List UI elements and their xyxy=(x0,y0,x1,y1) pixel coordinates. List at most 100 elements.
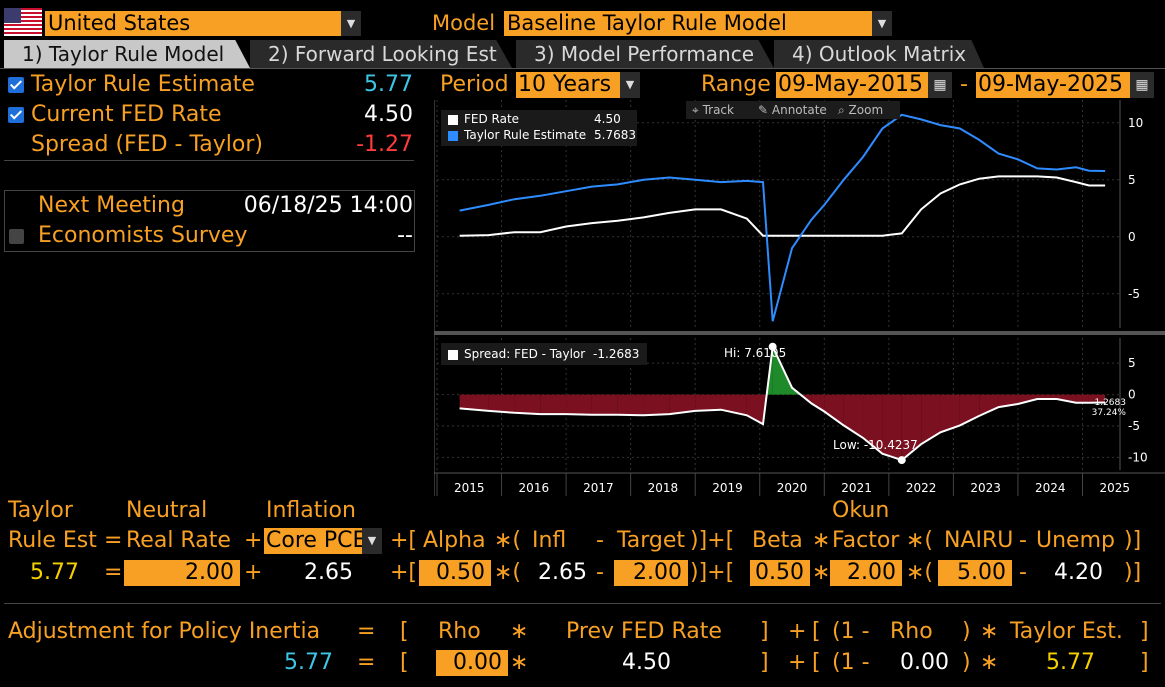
op-close-8: ] xyxy=(760,650,769,675)
lbl-rho: Rho xyxy=(438,619,481,644)
spread-area-segment xyxy=(643,394,670,416)
spread-area-segment xyxy=(843,394,864,438)
top-y-tick-label: -5 xyxy=(1128,287,1140,301)
lbl-beta: Beta xyxy=(752,528,803,553)
range-start-input[interactable]: 09-May-2015 xyxy=(776,72,928,98)
chart-panel xyxy=(434,100,1165,496)
next-meeting-label: Next Meeting xyxy=(38,193,185,218)
top-y-tick-label: 0 xyxy=(1128,230,1136,244)
zoom-button[interactable]: ⌕ Zoom xyxy=(838,103,884,117)
x-tick-label: 2016 xyxy=(519,481,550,495)
spread-area-segment xyxy=(695,394,722,411)
fed-rate-label: Current FED Rate xyxy=(31,102,222,127)
neutral-rate-input[interactable]: 2.00 xyxy=(124,560,240,586)
op-close-4: )] xyxy=(1124,560,1142,585)
tab-taylor-rule-model[interactable]: 1) Taylor Rule Model xyxy=(4,40,250,68)
x-tick-label: 2023 xyxy=(970,481,1001,495)
op-close-9: ) xyxy=(962,650,971,675)
x-tick-label: 2021 xyxy=(841,481,872,495)
op-equals-3: = xyxy=(357,619,376,644)
us-flag-icon xyxy=(4,8,42,36)
chart-splitter[interactable] xyxy=(434,331,1165,335)
top-y-tick-label: 5 xyxy=(1128,173,1136,187)
lbl-prev-fed: Prev FED Rate xyxy=(566,619,722,644)
inflation-measure-dropdown[interactable]: Core PCE xyxy=(264,528,362,554)
low-annotation: Low: -10.4237 xyxy=(833,438,918,452)
fed-rate-checkbox[interactable] xyxy=(8,107,24,123)
tab-outlook-matrix[interactable]: 4) Outlook Matrix xyxy=(774,40,984,68)
spread-area-segment xyxy=(617,394,644,416)
spread-area-segment xyxy=(488,394,515,413)
model-dropdown-arrow-icon[interactable]: ▼ xyxy=(872,11,892,36)
okun-factor-input[interactable]: 2.00 xyxy=(830,560,902,586)
spread-area-segment xyxy=(824,394,844,426)
x-tick-label: 2020 xyxy=(777,481,808,495)
x-tick-label: 2015 xyxy=(454,481,485,495)
op-mult-9: ∗ xyxy=(510,650,529,675)
legend-spread-name: Spread: FED - Taylor xyxy=(464,347,586,361)
taylor-estimate-value: 5.77 xyxy=(364,72,413,97)
legend-fed-swatch xyxy=(448,114,458,125)
op-mult-2: ∗ xyxy=(812,528,831,553)
fed-rate-value: 4.50 xyxy=(364,102,413,127)
track-button[interactable]: ⌖ Track xyxy=(692,103,734,117)
legend-fed-name: FED Rate xyxy=(464,112,520,126)
top-chart-grid xyxy=(436,100,1122,328)
op-equals-4: = xyxy=(357,650,376,675)
range-end-input[interactable]: 09-May-2025 xyxy=(976,72,1130,98)
tab-model-performance[interactable]: 3) Model Performance xyxy=(516,40,774,68)
spread-area-segment xyxy=(921,394,941,445)
model-dropdown[interactable]: Baseline Taylor Rule Model xyxy=(504,11,872,36)
x-axis-ticks: 2015 2016 2017 2018 2019 2020 2021 2022 2023 2024… xyxy=(434,472,1165,496)
lbl-alpha: Alpha xyxy=(423,528,486,553)
country-dropdown-arrow-icon[interactable]: ▼ xyxy=(341,11,361,36)
taylor-estimate-checkbox[interactable] xyxy=(8,77,24,93)
alpha-input[interactable]: 0.50 xyxy=(419,560,491,586)
op-bracket-5: [ xyxy=(400,650,409,675)
lbl-real-rate: Real Rate xyxy=(126,528,231,553)
x-tick-label: 2024 xyxy=(1035,481,1066,495)
magnifier-icon: ⌕ xyxy=(838,103,849,117)
op-bracket-alpha: +[ xyxy=(390,528,418,553)
lbl-okun: Okun xyxy=(832,498,890,523)
spread-area-segment xyxy=(669,394,696,415)
spread-line xyxy=(459,343,1106,462)
op-close-3: )]+[ xyxy=(690,560,735,585)
spread-area-segment xyxy=(882,394,902,461)
period-dropdown-arrow-icon[interactable]: ▼ xyxy=(620,72,640,98)
op-mult-5: ∗ xyxy=(812,560,831,585)
spread-label: Spread (FED - Taylor) xyxy=(31,132,263,157)
lbl-taylor: Taylor xyxy=(8,498,73,523)
top-y-ticks: 10 5 0 -5 xyxy=(1119,100,1143,328)
op-plus-2: + xyxy=(244,560,263,585)
op-bracket-3: [ xyxy=(400,619,409,644)
country-dropdown[interactable]: United States xyxy=(45,11,341,36)
calendar-start-icon[interactable]: ▦ xyxy=(928,72,952,98)
rho2-value: 0.00 xyxy=(900,650,949,675)
economists-survey-label: Economists Survey xyxy=(38,223,248,248)
economists-survey-checkbox[interactable] xyxy=(9,229,24,244)
model-label: Model xyxy=(432,11,496,35)
economists-survey-value: -- xyxy=(397,223,413,248)
tab-forward-looking-est[interactable]: 2) Forward Looking Est xyxy=(250,40,512,68)
op-plus-3: + xyxy=(788,619,807,644)
legend-spread-value: -1.2683 xyxy=(593,347,640,361)
rho-input[interactable]: 0.00 xyxy=(436,650,508,676)
target-input[interactable]: 2.00 xyxy=(614,560,688,586)
period-dropdown[interactable]: 10 Years xyxy=(516,72,620,98)
spread-area-segment xyxy=(811,394,825,412)
inflation-measure-arrow-icon[interactable]: ▼ xyxy=(362,528,382,554)
top-y-tick-label: 10 xyxy=(1128,116,1143,130)
spread-area-segment xyxy=(1076,394,1089,403)
op-minus-2: - xyxy=(1019,528,1027,553)
legend-taylor-name: Taylor Rule Estimate xyxy=(464,128,587,142)
prev-fed-value: 4.50 xyxy=(622,650,671,675)
annotate-button[interactable]: ✎ Annotate xyxy=(758,103,827,117)
calendar-end-icon[interactable]: ▦ xyxy=(1130,72,1154,98)
beta-input[interactable]: 0.50 xyxy=(750,560,810,586)
spread-area-segment xyxy=(1056,394,1077,403)
x-tick-label: 2018 xyxy=(648,481,679,495)
nairu-input[interactable]: 5.00 xyxy=(938,560,1012,586)
op-mult-8: ∗ xyxy=(980,619,999,644)
